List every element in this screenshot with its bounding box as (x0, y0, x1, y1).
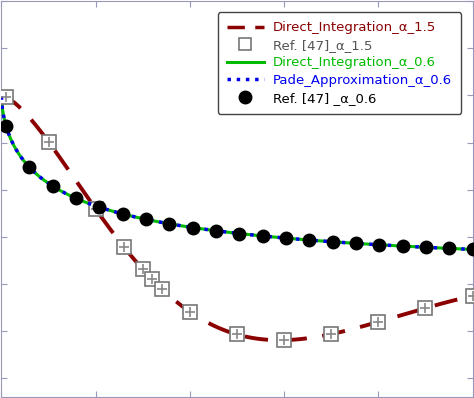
Legend: Direct_Integration_α_1.5, Ref. [47]_α_1.5, Direct_Integration_α_0.6, Pade_Approx: Direct_Integration_α_1.5, Ref. [47]_α_1.… (218, 12, 461, 114)
